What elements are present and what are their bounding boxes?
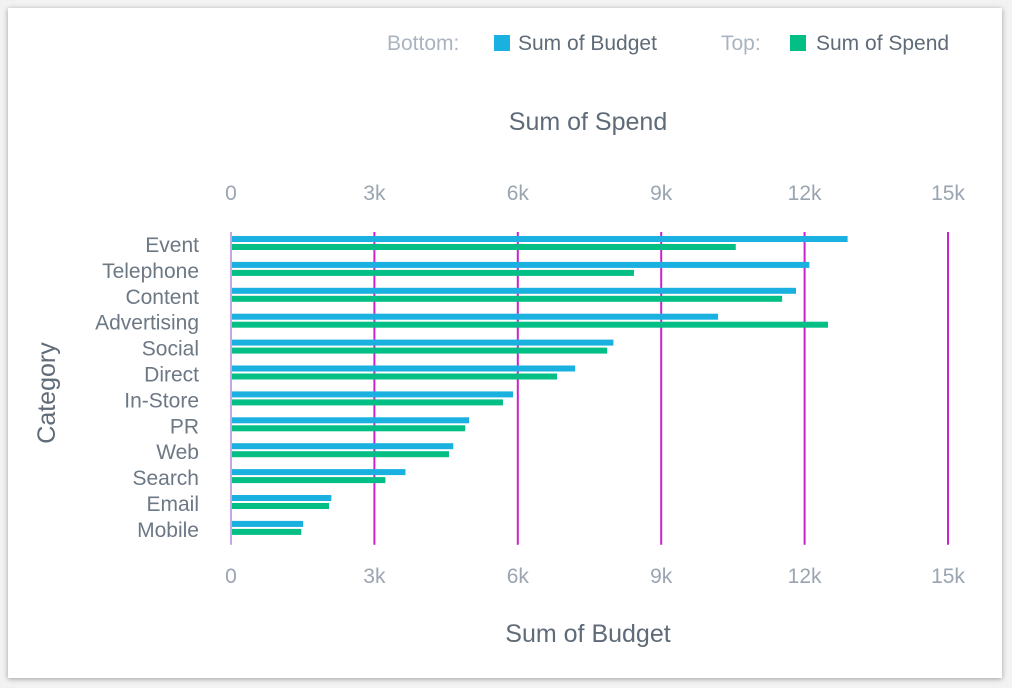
- legend: Bottom: Sum of Budget Top: Sum of Spend: [387, 32, 949, 55]
- budget-bar: [232, 469, 406, 476]
- top-tick-label: 0: [225, 182, 237, 205]
- budget-bar: [232, 339, 614, 346]
- budget-bar: [232, 520, 304, 527]
- budget-bar: [232, 365, 576, 372]
- category-label: Advertising: [95, 312, 199, 335]
- budget-bar: [232, 495, 332, 501]
- spend-bar: [232, 503, 329, 509]
- legend-spend-swatch: [790, 35, 806, 51]
- legend-top-label: Top:: [721, 32, 761, 55]
- bottom-tick-label: 3k: [363, 565, 386, 588]
- spend-bar: [232, 321, 829, 328]
- budget-bar: [232, 313, 719, 320]
- spend-bar: [232, 295, 783, 302]
- spend-bar: [232, 451, 449, 458]
- top-tick-label: 9k: [650, 182, 673, 205]
- spend-bar: [232, 425, 466, 432]
- spend-bar: [232, 477, 386, 484]
- spend-bar: [232, 347, 608, 354]
- bottom-axis-title: Sum of Budget: [505, 620, 670, 648]
- category-label: Social: [142, 338, 199, 361]
- category-label: PR: [170, 415, 199, 438]
- category-label: Content: [125, 286, 199, 309]
- budget-bar: [232, 391, 514, 398]
- top-tick-label: 12k: [788, 182, 822, 205]
- category-label: Web: [156, 441, 199, 464]
- budget-bar: [232, 287, 796, 294]
- category-label: Email: [146, 493, 199, 516]
- budget-bar: [232, 417, 470, 424]
- top-axis-title: Sum of Spend: [509, 108, 667, 136]
- budget-bar: [232, 236, 848, 242]
- category-label: Telephone: [102, 260, 199, 283]
- category-label: In-Store: [124, 389, 199, 412]
- budget-bar: [232, 443, 454, 450]
- spend-bar: [232, 399, 503, 406]
- bottom-tick-label: 0: [225, 565, 237, 588]
- category-label: Mobile: [137, 519, 199, 542]
- legend-budget-label[interactable]: Sum of Budget: [518, 32, 657, 55]
- category-label: Event: [145, 234, 199, 257]
- bottom-tick-label: 9k: [650, 565, 673, 588]
- legend-bottom-label: Bottom:: [387, 32, 459, 55]
- bottom-tick-label: 12k: [788, 565, 822, 588]
- legend-spend-label[interactable]: Sum of Spend: [816, 32, 949, 55]
- legend-budget-swatch: [494, 35, 510, 51]
- spend-bar: [232, 244, 736, 250]
- spend-bar: [232, 528, 302, 535]
- y-axis-title: Category: [33, 342, 61, 444]
- bottom-tick-label: 15k: [931, 565, 965, 588]
- spend-bar: [232, 373, 557, 380]
- top-tick-label: 15k: [931, 182, 965, 205]
- bottom-tick-label: 6k: [507, 565, 530, 588]
- bar-chart: Bottom: Sum of Budget Top: Sum of Spend …: [33, 32, 965, 648]
- chart-card: Bottom: Sum of Budget Top: Sum of Spend …: [8, 8, 1002, 678]
- budget-bar: [232, 261, 810, 268]
- top-tick-label: 6k: [507, 182, 530, 205]
- category-label: Search: [132, 467, 199, 490]
- top-tick-label: 3k: [363, 182, 386, 205]
- spend-bar: [232, 269, 634, 276]
- category-label: Direct: [144, 364, 199, 387]
